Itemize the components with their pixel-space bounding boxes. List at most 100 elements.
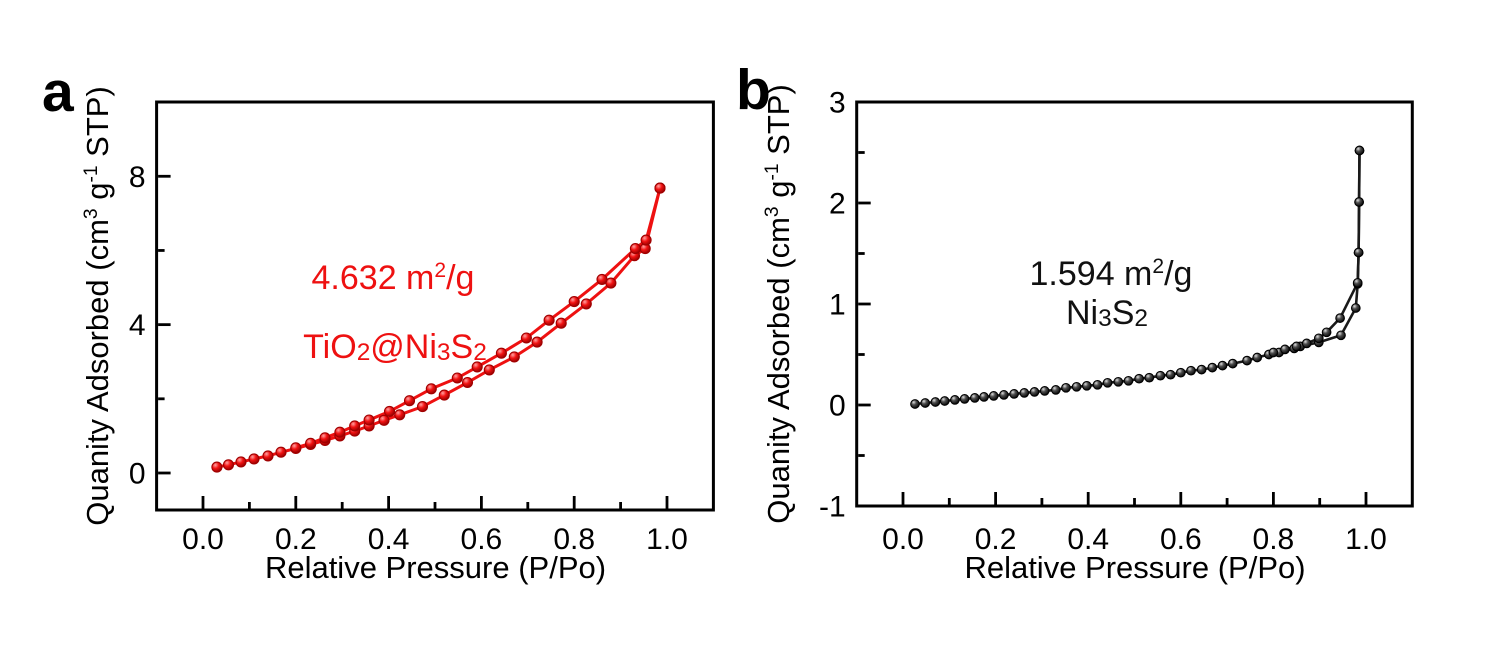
data-point-marker [1252, 352, 1263, 363]
panel-b-letter: b [736, 58, 771, 122]
panel-a-surface-area-annotation: 4.632 m2/g [311, 259, 475, 297]
y-tick-label: 1 [829, 289, 846, 322]
data-point-marker [1354, 197, 1364, 207]
panel-a-desorption-curve [295, 187, 662, 450]
data-point-marker [451, 372, 463, 384]
data-point-marker [438, 389, 450, 401]
data-point-marker [910, 399, 920, 409]
data-point-marker [222, 459, 235, 471]
panel-a-y-axis-label: Quanity Adsorbed (cm3 g-1 STP) [80, 86, 115, 526]
data-point-marker [596, 273, 608, 285]
data-point-marker [1227, 358, 1238, 369]
data-point-marker [235, 456, 247, 468]
y-tick-label: 0 [829, 390, 846, 423]
data-point-marker [1165, 369, 1176, 380]
x-tick-label: 0.2 [275, 523, 317, 556]
y-tick-label: 0 [129, 458, 146, 491]
x-tick-label: 0.4 [1067, 523, 1109, 556]
panel-a-plot: 0.0 0.2 0.4 0.6 0.8 1.0 0 4 8 [129, 100, 715, 556]
data-point-marker [568, 296, 580, 308]
data-point-marker [1336, 330, 1346, 341]
data-point-marker [290, 442, 302, 454]
data-point-marker [275, 446, 287, 458]
data-point-marker [483, 364, 495, 376]
data-point-marker [403, 395, 416, 407]
x-tick-label: 1.0 [1345, 523, 1387, 556]
panel-a-x-axis-label: Relative Pressure (P/Po) [264, 550, 607, 585]
data-point-marker [654, 182, 666, 194]
data-point-marker [1186, 365, 1196, 376]
panel-a-sample-label: TiO2@Ni3S2 [303, 328, 487, 367]
data-point-marker [1196, 364, 1207, 375]
data-point-marker [1268, 347, 1279, 358]
panel-a-adsorption-curve [216, 187, 662, 469]
data-point-marker [1242, 355, 1252, 366]
data-point-marker [1019, 388, 1030, 398]
y-tick-label: 3 [829, 87, 846, 120]
data-point-marker [334, 426, 346, 438]
data-point-marker [1301, 338, 1312, 349]
data-point-marker [999, 390, 1009, 400]
data-point-marker [1353, 247, 1364, 258]
panel-b-sample-label: Ni3S2 [1065, 294, 1148, 333]
data-point-marker [1335, 313, 1345, 323]
y-tick-label: -1 [819, 491, 846, 524]
data-point-marker [629, 243, 641, 255]
panel-a-letter: a [42, 60, 74, 124]
data-point-marker [1280, 344, 1290, 355]
x-tick-label: 0.6 [461, 523, 503, 556]
data-point-marker [1313, 333, 1324, 344]
data-point-marker [319, 432, 331, 444]
data-point-marker [988, 391, 999, 401]
data-point-marker [1061, 382, 1071, 393]
x-tick-label: 1.0 [646, 523, 688, 556]
data-point-marker [1102, 377, 1113, 388]
data-point-marker [959, 394, 970, 404]
data-point-marker [930, 397, 941, 407]
data-point-marker [416, 401, 429, 413]
data-point-marker [495, 347, 507, 359]
data-point-marker [1113, 376, 1124, 387]
data-point-marker [1217, 360, 1228, 371]
panel-b-frame [855, 100, 1414, 508]
data-point-marker [425, 383, 437, 395]
data-point-marker [1092, 379, 1103, 390]
data-point-marker [1155, 370, 1166, 381]
data-point-marker [1352, 277, 1363, 288]
panel-b-y-axis-label: Quanity Adsorbed (cm3 g-1 STP) [761, 84, 796, 524]
data-point-marker [969, 393, 980, 403]
data-point-marker [979, 392, 989, 402]
data-point-marker [920, 398, 931, 408]
y-tick-label: 8 [129, 161, 146, 194]
data-point-marker [1207, 362, 1218, 373]
data-point-marker [580, 298, 592, 310]
data-point-marker [262, 450, 274, 462]
data-point-marker [211, 461, 223, 473]
x-tick-label: 0.0 [882, 523, 924, 556]
data-point-marker [1029, 387, 1040, 397]
data-point-marker [471, 361, 483, 373]
panel-b-plot: 0.0 0.2 0.4 0.6 0.8 1.0 -1 0 1 2 3 [819, 87, 1414, 556]
panel-b-surface-area-annotation: 1.594 m2/g [1029, 255, 1193, 293]
data-point-marker [1050, 385, 1061, 395]
data-point-marker [1081, 380, 1092, 391]
y-tick-label: 2 [829, 188, 846, 221]
data-point-marker [349, 420, 361, 432]
data-point-marker [1175, 367, 1186, 378]
data-point-marker [1321, 327, 1332, 338]
data-point-marker [543, 314, 555, 326]
panel-b-x-axis-label: Relative Pressure (P/Po) [964, 550, 1306, 585]
x-tick-label: 0.2 [975, 523, 1017, 556]
data-point-marker [305, 437, 317, 449]
data-point-marker [1123, 375, 1134, 386]
x-tick-label: 0.8 [553, 523, 595, 556]
data-point-marker [383, 405, 396, 417]
data-point-marker [394, 409, 406, 421]
x-tick-label: 0.0 [182, 523, 224, 556]
data-point-marker [1134, 373, 1144, 384]
data-point-marker [378, 414, 390, 426]
data-point-marker [363, 414, 375, 426]
data-point-marker [1354, 145, 1365, 156]
y-tick-label: 4 [129, 309, 146, 342]
